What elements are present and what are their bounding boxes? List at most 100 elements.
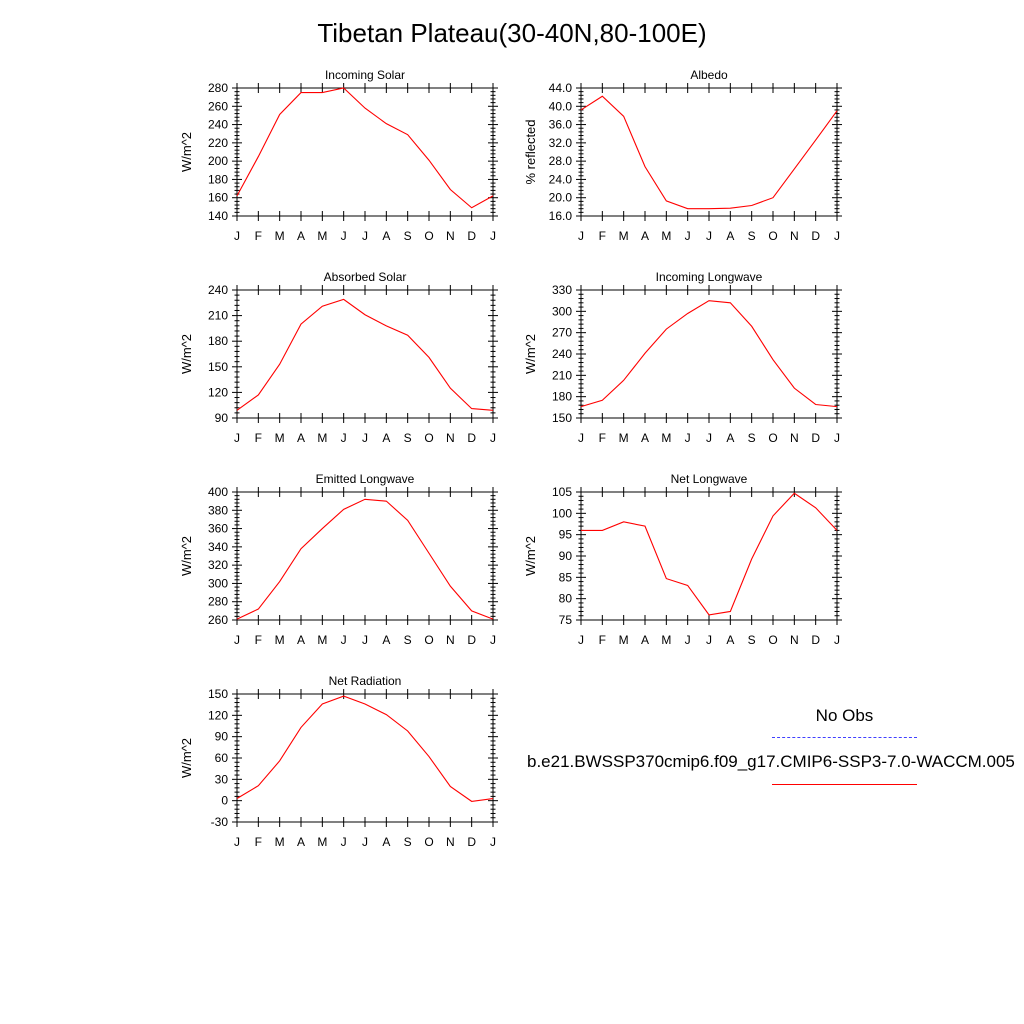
y-tick-label: 380 [208,503,228,517]
x-tick-label: A [726,633,734,647]
y-tick-label: 400 [208,485,228,499]
x-tick-label: J [362,431,368,445]
x-tick-label: M [275,431,285,445]
y-tick-label: 240 [552,347,572,361]
legend-model-label: b.e21.BWSSP370cmip6.f09_g17.CMIP6-SSP3-7… [527,752,1015,771]
y-axis-label: W/m^2 [523,334,538,374]
y-tick-label: 240 [208,118,228,132]
y-tick-label: 120 [208,708,228,722]
x-tick-label: M [619,431,629,445]
x-tick-label: D [811,431,820,445]
y-tick-label: 280 [208,595,228,609]
panel-title: Incoming Solar [325,68,405,82]
plot-frame [236,87,494,217]
y-axis-label: W/m^2 [179,334,194,374]
x-tick-label: D [467,835,476,849]
x-tick-label: M [661,431,671,445]
x-tick-label: S [748,633,756,647]
y-axis-label: % reflected [523,119,538,184]
y-tick-label: 30 [215,772,229,786]
x-tick-label: N [790,633,799,647]
x-tick-label: J [578,229,584,243]
x-tick-label: O [768,633,777,647]
x-tick-label: A [641,633,649,647]
y-tick-label: 0 [221,794,228,808]
x-tick-label: J [706,633,712,647]
chart-panel: Incoming Solar 140 160 180 200 220 240 260 280 J F… [179,68,498,243]
x-tick-label: A [641,431,649,445]
x-tick-label: J [362,229,368,243]
y-tick-label: 105 [552,485,572,499]
page-title: Tibetan Plateau(30-40N,80-100E) [317,18,707,48]
y-axis-label: W/m^2 [179,536,194,576]
x-tick-label: O [768,229,777,243]
y-tick-label: 240 [208,283,228,297]
x-tick-label: J [706,229,712,243]
x-tick-label: J [578,633,584,647]
x-tick-label: J [834,633,840,647]
y-tick-label: 44.0 [549,81,573,95]
x-tick-label: J [362,835,368,849]
series-line [580,300,838,408]
x-tick-label: M [317,229,327,243]
y-tick-label: 16.0 [549,209,573,223]
x-tick-label: A [382,633,390,647]
panel-title: Absorbed Solar [324,270,407,284]
plot-frame [236,491,494,621]
y-tick-label: 140 [208,209,228,223]
x-tick-label: N [446,229,455,243]
y-tick-label: 300 [552,304,572,318]
y-tick-label: 180 [208,334,228,348]
y-tick-label: 90 [559,549,573,563]
x-tick-label: M [619,229,629,243]
panel-title: Net Radiation [329,674,402,688]
y-tick-label: 150 [208,360,228,374]
x-tick-label: F [599,633,606,647]
legend-model-line [772,784,917,785]
series-line [580,95,838,210]
x-tick-label: D [811,633,820,647]
y-tick-label: 210 [208,309,228,323]
y-tick-label: 270 [552,326,572,340]
x-tick-label: J [234,633,240,647]
y-tick-label: 60 [215,751,229,765]
x-tick-label: M [661,633,671,647]
plot-frame [236,693,494,823]
series-line [236,695,494,802]
y-axis-label: W/m^2 [179,738,194,778]
y-tick-label: 260 [208,99,228,113]
x-tick-label: J [341,431,347,445]
panel-title: Net Longwave [671,472,748,486]
y-tick-label: 360 [208,522,228,536]
x-tick-label: J [234,431,240,445]
y-tick-label: 40.0 [549,99,573,113]
x-tick-label: N [790,229,799,243]
chart-panel: Emitted Longwave 260 280 300 320 340 360 380 400… [179,472,498,647]
x-tick-label: M [661,229,671,243]
x-tick-label: J [834,431,840,445]
plot-frame [236,289,494,419]
y-tick-label: 90 [215,730,229,744]
x-tick-label: S [404,633,412,647]
x-tick-label: M [275,835,285,849]
x-tick-label: J [706,431,712,445]
plot-frame [580,289,838,419]
chart-panel: Incoming Longwave 150 180 210 240 270 300 330 J F… [523,270,842,445]
y-tick-label: 85 [559,570,573,584]
y-tick-label: 28.0 [549,154,573,168]
x-tick-label: M [317,633,327,647]
x-tick-label: J [685,431,691,445]
x-tick-label: O [424,229,433,243]
series-line [581,492,838,616]
y-tick-label: 300 [208,576,228,590]
y-tick-label: 150 [552,411,572,425]
x-tick-label: O [768,431,777,445]
y-tick-label: 160 [208,191,228,205]
x-tick-label: J [341,835,347,849]
x-tick-label: F [599,229,606,243]
series-line [236,298,494,411]
x-tick-label: J [341,229,347,243]
panel-title: Incoming Longwave [656,270,763,284]
